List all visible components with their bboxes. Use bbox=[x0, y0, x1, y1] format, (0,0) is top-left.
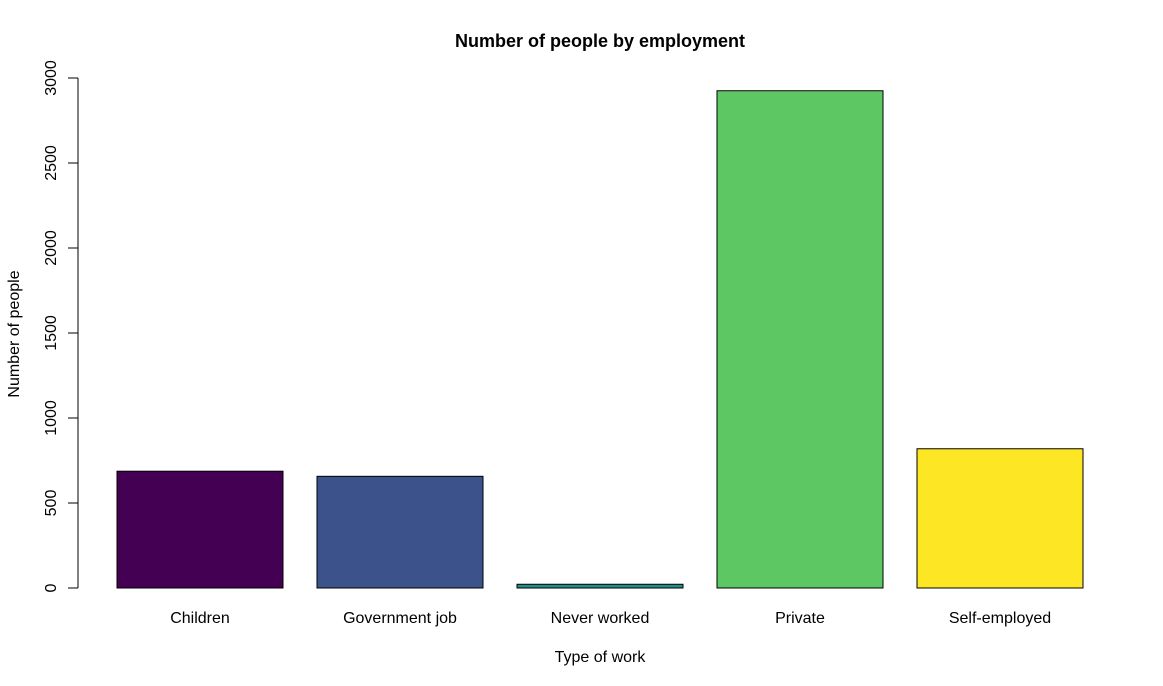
chart-title: Number of people by employment bbox=[455, 31, 745, 51]
bar-self-employed bbox=[916, 448, 1084, 589]
x-category-label: Private bbox=[775, 610, 825, 627]
x-category-label: Never worked bbox=[551, 610, 650, 627]
y-tick-label: 1000 bbox=[43, 400, 60, 436]
y-tick-label: 0 bbox=[43, 583, 60, 592]
bar-government-job bbox=[316, 475, 484, 589]
y-tick-label: 1500 bbox=[43, 315, 60, 351]
bar-private bbox=[716, 90, 884, 589]
y-tick-label: 2500 bbox=[43, 145, 60, 181]
x-category-label: Self-employed bbox=[949, 610, 1051, 627]
y-tick-label: 2000 bbox=[43, 230, 60, 266]
y-tick-label: 500 bbox=[43, 490, 60, 517]
y-tick-label: 3000 bbox=[43, 60, 60, 96]
bar-children bbox=[116, 470, 284, 589]
plot-area: 0 500 1000 1500 2000 2500 3000 Children Governme… bbox=[43, 60, 1084, 627]
x-category-label: Children bbox=[170, 610, 230, 627]
x-category-label: Government job bbox=[343, 610, 457, 627]
x-axis-label: Type of work bbox=[555, 649, 647, 666]
bar-never-worked bbox=[516, 583, 684, 589]
y-axis-label: Number of people bbox=[6, 270, 23, 397]
